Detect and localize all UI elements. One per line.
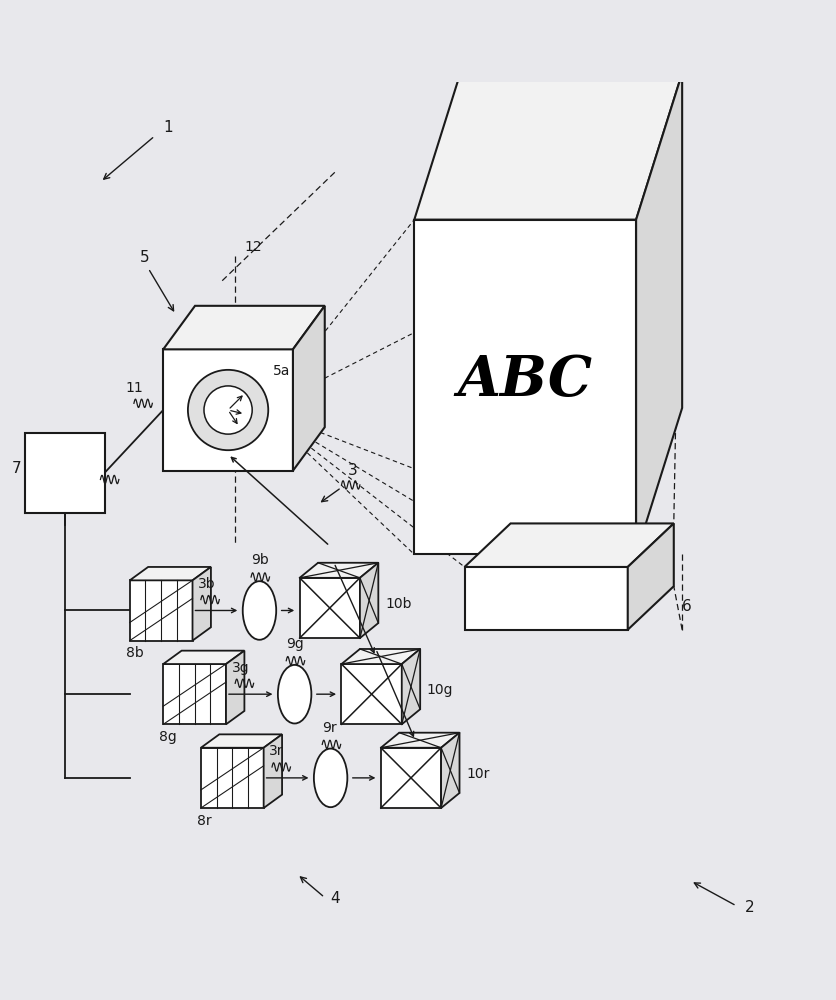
- Text: 6: 6: [681, 599, 691, 614]
- Text: 10r: 10r: [466, 767, 489, 781]
- Polygon shape: [635, 73, 681, 554]
- Ellipse shape: [314, 749, 347, 807]
- Text: 7: 7: [12, 461, 21, 476]
- Text: 9g: 9g: [286, 637, 303, 651]
- Polygon shape: [441, 733, 459, 808]
- Ellipse shape: [278, 665, 311, 723]
- Polygon shape: [293, 306, 324, 471]
- Text: 3g: 3g: [232, 661, 249, 675]
- Polygon shape: [192, 567, 211, 641]
- Polygon shape: [201, 734, 282, 748]
- Text: 5: 5: [140, 250, 149, 265]
- Polygon shape: [380, 733, 459, 748]
- Text: 10g: 10g: [426, 683, 453, 697]
- Polygon shape: [341, 649, 420, 664]
- Text: 3r: 3r: [268, 744, 283, 758]
- Text: 10b: 10b: [385, 597, 411, 611]
- Polygon shape: [627, 523, 673, 630]
- Text: 9b: 9b: [251, 553, 268, 567]
- Polygon shape: [163, 664, 226, 724]
- Polygon shape: [341, 664, 401, 724]
- Polygon shape: [464, 523, 673, 567]
- Text: 8g: 8g: [159, 730, 176, 744]
- Polygon shape: [163, 306, 324, 349]
- Polygon shape: [226, 651, 244, 724]
- Polygon shape: [380, 748, 441, 808]
- Text: 9r: 9r: [322, 721, 336, 735]
- Polygon shape: [359, 563, 378, 638]
- Polygon shape: [464, 567, 627, 630]
- Text: 12: 12: [245, 240, 263, 254]
- Polygon shape: [263, 734, 282, 808]
- Polygon shape: [130, 567, 211, 580]
- Text: 8b: 8b: [125, 646, 143, 660]
- Text: 1: 1: [163, 120, 172, 135]
- Text: 11: 11: [125, 381, 143, 395]
- Text: 4: 4: [330, 891, 339, 906]
- Polygon shape: [163, 349, 293, 471]
- Polygon shape: [130, 580, 192, 641]
- Polygon shape: [414, 220, 635, 554]
- Polygon shape: [299, 578, 359, 638]
- Text: 8r: 8r: [196, 814, 211, 828]
- Polygon shape: [25, 433, 104, 513]
- Text: 2: 2: [744, 900, 753, 915]
- Polygon shape: [401, 649, 420, 724]
- Text: ABC: ABC: [457, 353, 592, 408]
- Polygon shape: [201, 748, 263, 808]
- Polygon shape: [163, 651, 244, 664]
- Text: 3b: 3b: [197, 577, 215, 591]
- Circle shape: [204, 386, 252, 434]
- Ellipse shape: [242, 581, 276, 640]
- Text: 5a: 5a: [273, 364, 290, 378]
- Circle shape: [188, 370, 268, 450]
- Text: 3: 3: [347, 463, 357, 478]
- Polygon shape: [299, 563, 378, 578]
- Polygon shape: [414, 73, 681, 220]
